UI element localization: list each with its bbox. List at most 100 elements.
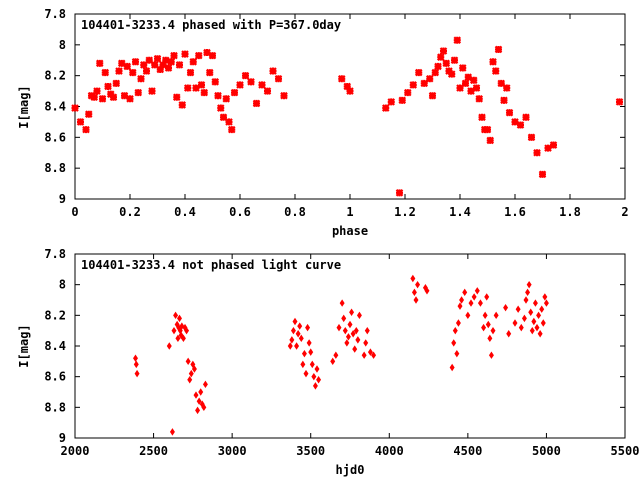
- data-point: [133, 360, 139, 369]
- data-point: [175, 334, 181, 343]
- data-point: [177, 314, 182, 323]
- data-point: [455, 319, 461, 327]
- data-point: [211, 78, 220, 86]
- data-point: [316, 376, 322, 384]
- data-point: [183, 84, 192, 92]
- data-point: [345, 333, 351, 341]
- data-point: [214, 91, 222, 100]
- data-point: [196, 397, 202, 405]
- data-point: [312, 382, 318, 390]
- x-tick-label: 3000: [218, 444, 247, 458]
- data-point: [395, 189, 404, 197]
- y-tick-label: 7.8: [44, 247, 66, 261]
- data-point: [171, 326, 177, 335]
- data-point: [515, 305, 521, 313]
- data-point: [503, 303, 509, 312]
- data-point: [159, 61, 167, 69]
- x-axis-label-phased: phase: [332, 224, 368, 238]
- data-point: [95, 59, 104, 68]
- data-point: [190, 360, 196, 369]
- data-points-unphased: [133, 274, 549, 436]
- plot-frame-unphased: [74, 253, 626, 439]
- data-point: [464, 73, 473, 81]
- y-tick-label: 9: [59, 192, 66, 206]
- data-point: [439, 47, 448, 55]
- data-point: [184, 326, 190, 335]
- data-point: [523, 296, 529, 304]
- data-point: [353, 326, 359, 335]
- data-point: [170, 51, 178, 60]
- y-tick-label: 8: [59, 278, 66, 292]
- y-tick-label: 8.4: [44, 100, 66, 114]
- data-point: [117, 59, 126, 68]
- data-point: [292, 317, 298, 326]
- x-tick-label: 2: [621, 205, 628, 219]
- data-point: [522, 113, 530, 122]
- data-point: [413, 296, 419, 304]
- data-point: [164, 64, 173, 72]
- data-point: [474, 287, 480, 295]
- data-point: [475, 95, 484, 103]
- data-point: [493, 311, 499, 320]
- data-point: [482, 311, 488, 320]
- data-point: [434, 62, 442, 71]
- data-point: [227, 125, 236, 134]
- y-tick-label: 8.6: [44, 130, 66, 144]
- data-point: [194, 51, 203, 60]
- data-point: [84, 110, 93, 118]
- x-tick-label: 4000: [375, 444, 404, 458]
- data-point: [489, 58, 497, 66]
- data-point: [465, 311, 471, 320]
- data-point: [488, 351, 494, 359]
- data-point: [381, 104, 390, 112]
- x-tick-label: 0: [71, 205, 78, 219]
- data-point: [485, 320, 491, 329]
- data-point: [197, 81, 206, 89]
- data-point: [347, 320, 353, 329]
- data-point: [192, 84, 200, 92]
- data-point: [131, 58, 140, 66]
- data-point: [449, 363, 455, 372]
- data-point: [193, 391, 199, 399]
- data-point: [454, 349, 460, 358]
- data-point: [339, 299, 345, 307]
- x-tick-label: 1.2: [394, 205, 416, 219]
- data-point: [491, 67, 500, 75]
- data-point: [156, 65, 165, 74]
- data-point: [436, 53, 445, 61]
- data-point: [343, 82, 352, 91]
- data-point: [500, 96, 508, 105]
- data-point: [511, 118, 519, 126]
- data-point: [290, 326, 296, 335]
- data-point: [169, 428, 175, 436]
- data-point: [241, 71, 250, 80]
- data-point: [104, 82, 112, 91]
- data-point: [109, 93, 118, 102]
- data-point: [414, 68, 423, 77]
- data-point: [314, 365, 320, 373]
- tick-marks-unphased: [74, 253, 626, 439]
- x-tick-label: 2500: [139, 444, 168, 458]
- data-point: [185, 357, 191, 366]
- data-point: [472, 84, 481, 92]
- data-point: [526, 280, 532, 289]
- data-point: [356, 311, 362, 320]
- y-tick-label: 7.8: [44, 7, 66, 21]
- y-axis-label-phased: I[mag]: [17, 85, 31, 128]
- data-point: [230, 88, 239, 97]
- data-points-phased: [71, 36, 624, 197]
- data-point: [161, 56, 170, 65]
- data-point: [175, 61, 184, 69]
- data-point: [305, 323, 311, 332]
- data-point: [538, 170, 547, 179]
- data-point: [537, 330, 543, 338]
- data-point: [187, 376, 193, 384]
- data-point: [549, 141, 558, 149]
- data-point: [544, 144, 552, 152]
- data-point: [490, 326, 496, 335]
- data-point: [534, 323, 540, 332]
- data-point: [461, 79, 470, 88]
- y-tick-label: 8.6: [44, 370, 66, 384]
- data-point: [297, 322, 303, 330]
- data-point: [167, 58, 176, 66]
